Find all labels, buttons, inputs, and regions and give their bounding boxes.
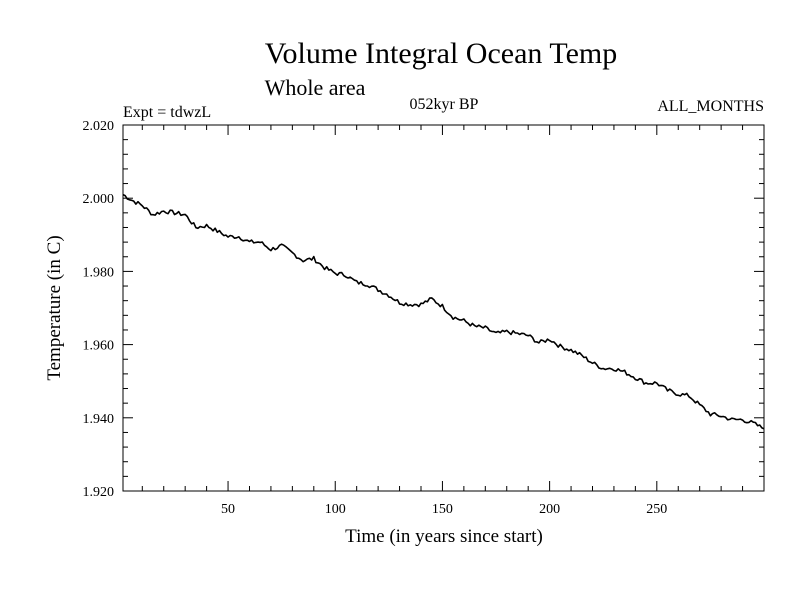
y-tick-label: 1.960 [83, 339, 115, 354]
y-tick-label: 1.940 [83, 412, 115, 427]
x-tick-label: 250 [646, 502, 667, 517]
y-axis-label: Temperature (in C) [44, 235, 65, 380]
tick-labels: 50 100 150 200 250 1.920 1.940 1.960 1.980 2.000 2… [83, 119, 668, 517]
y-tick-label: 2.000 [83, 192, 115, 207]
x-axis-label: Time (in years since start) [345, 526, 543, 547]
axis-ticks [123, 125, 764, 491]
x-tick-label: 50 [221, 502, 235, 517]
y-tick-label: 2.020 [83, 119, 115, 134]
y-tick-label: 1.920 [83, 485, 115, 500]
plot-frame [122, 124, 765, 492]
x-tick-label: 100 [325, 502, 346, 517]
chart-title: Volume Integral Ocean Temp [265, 37, 618, 70]
chart-subtitle: Whole area [265, 75, 366, 100]
months-label: ALL_MONTHS [657, 98, 764, 115]
period-label: 052kyr BP [410, 96, 479, 113]
x-tick-label: 200 [539, 502, 560, 517]
x-tick-label: 150 [432, 502, 453, 517]
y-tick-label: 1.980 [83, 265, 115, 280]
temperature-series-line [122, 193, 765, 430]
experiment-label: Expt = tdwzL [123, 104, 211, 121]
